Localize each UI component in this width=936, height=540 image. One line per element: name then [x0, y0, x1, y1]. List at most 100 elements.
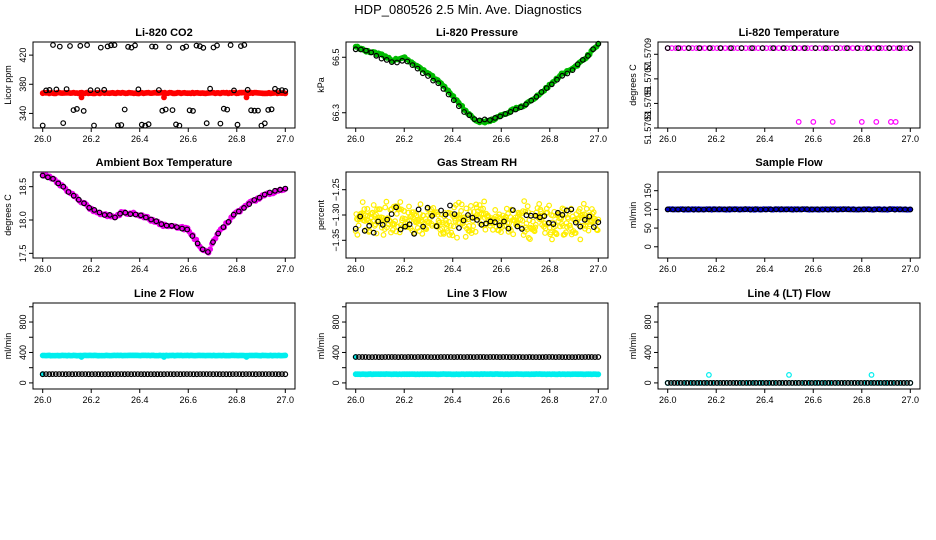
- data-point: [112, 214, 118, 221]
- data-point: [481, 116, 488, 123]
- data-point: [121, 371, 128, 378]
- data-point: [411, 354, 418, 361]
- data-point: [733, 380, 740, 386]
- data-point: [142, 214, 149, 221]
- data-point: [199, 246, 206, 253]
- data-point: [460, 217, 467, 224]
- data-point: [543, 85, 550, 91]
- y-tick-label: 420: [18, 48, 28, 63]
- data-point: [56, 43, 63, 50]
- panel-title: Li-820 Temperature: [739, 27, 840, 39]
- data-point: [664, 206, 671, 213]
- data-point: [770, 45, 777, 51]
- data-point: [279, 371, 285, 378]
- data-point: [892, 118, 899, 125]
- series-pressure-raw-: [352, 40, 602, 124]
- data-point: [574, 61, 581, 68]
- data-point: [481, 198, 488, 205]
- data-point: [138, 371, 145, 378]
- data-point: [239, 371, 246, 378]
- data-point: [282, 87, 289, 94]
- data-point: [594, 227, 601, 234]
- data-point: [450, 97, 457, 104]
- data-point: [799, 206, 805, 213]
- data-point: [193, 42, 200, 49]
- data-point: [529, 354, 536, 361]
- data-point: [282, 352, 289, 359]
- data-point: [389, 221, 396, 228]
- data-point: [463, 205, 470, 212]
- data-point: [456, 225, 462, 231]
- data-point: [445, 91, 452, 98]
- data-point: [902, 206, 908, 213]
- data-point: [132, 211, 139, 218]
- data-point: [498, 229, 504, 236]
- data-point: [251, 197, 258, 203]
- data-point: [96, 209, 103, 216]
- data-point: [124, 371, 131, 378]
- y-tick-label: 340: [18, 106, 28, 121]
- data-point: [506, 354, 513, 361]
- data-point: [95, 371, 102, 378]
- data-point: [687, 380, 694, 386]
- data-point: [681, 380, 687, 386]
- data-point: [469, 214, 476, 221]
- data-point: [46, 86, 53, 93]
- data-point: [848, 380, 855, 386]
- data-point: [395, 354, 402, 361]
- data-point: [875, 45, 882, 51]
- data-point: [369, 354, 376, 361]
- plot-frame: [345, 41, 609, 129]
- data-point: [476, 117, 483, 124]
- data-point: [152, 43, 159, 50]
- data-point: [167, 371, 174, 378]
- data-point: [536, 200, 543, 207]
- data-point: [451, 211, 458, 218]
- data-point: [877, 380, 884, 386]
- data-point: [519, 217, 526, 224]
- x-tick-label: 26.8: [853, 264, 871, 274]
- data-point: [907, 206, 914, 213]
- data-point: [189, 233, 196, 239]
- data-point: [549, 236, 555, 243]
- data-point: [533, 354, 539, 361]
- y-tick-label: 66.3: [331, 104, 341, 122]
- data-point: [180, 371, 187, 378]
- y-axis-label: ml/min: [3, 333, 13, 360]
- data-point: [357, 213, 364, 220]
- data-point: [234, 121, 241, 128]
- data-point: [256, 371, 263, 378]
- data-point: [430, 77, 437, 84]
- y-axis-label: percent: [316, 199, 326, 230]
- data-point: [256, 194, 263, 201]
- data-point: [398, 354, 405, 360]
- data-point: [393, 204, 400, 211]
- data-point: [493, 354, 500, 360]
- data-point: [436, 219, 443, 226]
- data-point: [215, 230, 222, 237]
- data-point: [265, 106, 272, 113]
- plot-frame: [32, 171, 296, 259]
- data-point: [851, 380, 858, 386]
- data-point: [487, 117, 493, 123]
- data-point: [252, 371, 259, 378]
- data-point: [750, 380, 756, 386]
- data-point: [799, 380, 805, 386]
- x-tick-label: 26.0: [34, 264, 52, 274]
- data-point: [161, 371, 167, 378]
- data-point: [370, 229, 377, 236]
- data-point: [675, 206, 681, 213]
- y-axis-label: degrees C: [3, 194, 13, 236]
- y-tick-label: 800: [331, 315, 341, 330]
- data-point: [261, 191, 268, 198]
- x-tick-label: 26.2: [707, 134, 725, 144]
- data-point: [536, 354, 543, 361]
- data-point: [497, 113, 504, 120]
- data-point: [364, 205, 371, 212]
- data-point: [786, 372, 792, 378]
- data-point: [46, 371, 53, 378]
- data-point: [441, 354, 448, 360]
- data-point: [118, 371, 125, 378]
- x-tick-label: 26.4: [131, 395, 149, 405]
- data-point: [379, 354, 385, 361]
